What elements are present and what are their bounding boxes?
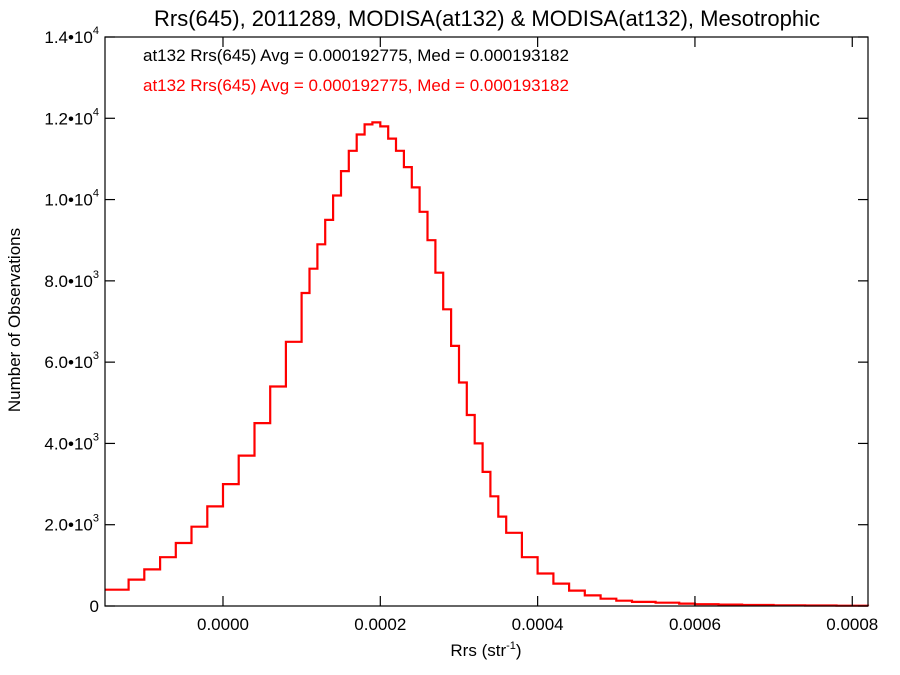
x-tick-label: 0.0002: [354, 615, 406, 634]
chart-title: Rrs(645), 2011289, MODISA(at132) & MODIS…: [154, 6, 820, 31]
x-axis-label-sup: -1: [506, 640, 516, 652]
x-axis-title: Rrs (str-1): [450, 640, 521, 660]
legend-entry-red: at132 Rrs(645) Avg = 0.000192775, Med = …: [143, 76, 569, 95]
y-tick-label: 6.0•103: [44, 350, 99, 372]
y-tick-label: 1.2•104: [44, 106, 99, 128]
x-axis-label-tail: ): [516, 641, 522, 660]
y-axis-label: Number of Observations: [5, 228, 24, 412]
legend-entry-black: at132 Rrs(645) Avg = 0.000192775, Med = …: [143, 46, 569, 65]
plot-frame: [104, 36, 869, 607]
x-tick-label: 0.0000: [197, 615, 249, 634]
histogram-line-black: [105, 121, 869, 607]
y-tick-label: 2.0•103: [44, 513, 99, 535]
x-tick-label: 0.0006: [669, 615, 721, 634]
y-tick-label: 4.0•103: [44, 431, 99, 453]
y-tick-label: 1.4•104: [44, 25, 99, 47]
series-layer: [105, 121, 870, 607]
x-tick-label: 0.0008: [826, 615, 878, 634]
y-tick-label: 1.0•104: [44, 188, 99, 210]
y-tick-label: 0: [90, 597, 99, 616]
x-axis-label-main: Rrs (str: [450, 641, 506, 660]
x-tick-label: 0.0004: [512, 615, 564, 634]
y-tick-label: 8.0•103: [44, 269, 99, 291]
histogram-line-red: [105, 121, 870, 607]
y-axis-title: Number of Observations: [5, 228, 24, 412]
ticks-layer: 0.0000 0.0002 0.0004 0.0006 0.0008 0 2.0•103 4.…: [44, 25, 878, 634]
